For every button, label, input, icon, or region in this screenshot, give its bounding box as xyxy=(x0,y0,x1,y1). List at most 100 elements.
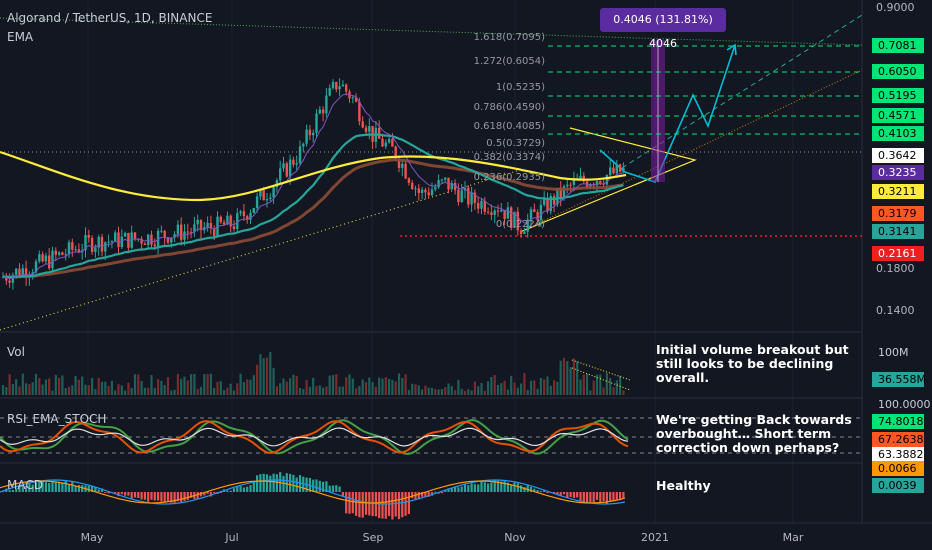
macd-histogram-bar xyxy=(576,492,579,498)
candle-body xyxy=(160,230,163,232)
candle-body xyxy=(236,213,239,230)
macd-histogram-bar xyxy=(440,492,443,494)
candle-body xyxy=(387,138,391,143)
ema-indicator-label[interactable]: EMA xyxy=(7,30,34,44)
macd-histogram-bar xyxy=(11,489,14,492)
price-badge: 0.4571 xyxy=(872,108,924,123)
candle-body xyxy=(107,241,110,243)
macd-histogram-bar xyxy=(411,492,414,499)
volume-bar xyxy=(31,382,34,395)
volume-bar xyxy=(64,388,67,395)
fib-label: 1(0.5235) xyxy=(496,82,545,93)
candle-body xyxy=(361,121,364,128)
macd-histogram-bar xyxy=(153,492,156,501)
volume-bar xyxy=(67,386,71,395)
macd-histogram-bar xyxy=(487,483,490,492)
volume-bar xyxy=(335,374,338,395)
macd-histogram-bar xyxy=(173,492,176,503)
macd-histogram-bar xyxy=(232,488,236,492)
volume-bar xyxy=(506,389,509,395)
macd-badge: 0.0039 xyxy=(872,478,924,493)
volume-bar xyxy=(374,386,377,395)
candle-body xyxy=(189,231,193,233)
macd-histogram-bar xyxy=(236,485,239,492)
macd-histogram-bar xyxy=(133,492,137,498)
candle-body xyxy=(87,235,90,238)
time-axis-label: Jul xyxy=(224,531,238,544)
volume-bar xyxy=(120,385,123,395)
macd-histogram-bar xyxy=(143,492,146,500)
macd-histogram-bar xyxy=(582,492,585,502)
candle-body xyxy=(71,242,74,250)
volume-bar xyxy=(196,388,199,395)
candle-body xyxy=(411,182,414,190)
candle-body xyxy=(315,113,318,133)
candle-body xyxy=(21,268,24,277)
rsi-pane-label[interactable]: RSI_EMA_STOCH xyxy=(7,412,107,426)
candle-body xyxy=(513,211,516,228)
candle-body xyxy=(506,207,510,219)
volume-bar xyxy=(256,364,259,395)
volume-annotation-line: still looks to be declining xyxy=(656,356,834,371)
candle-body xyxy=(516,211,519,231)
volume-bar xyxy=(619,375,622,395)
macd-histogram-bar xyxy=(526,485,529,492)
volume-bar xyxy=(562,357,566,395)
candle-body xyxy=(335,82,338,90)
candle-body xyxy=(572,178,576,185)
candle-body xyxy=(434,187,437,190)
volume-bar xyxy=(170,390,173,395)
macd-annotation[interactable]: Healthy xyxy=(656,479,711,493)
candle-body xyxy=(288,159,292,177)
volume-bar xyxy=(140,380,143,395)
macd-histogram-bar xyxy=(21,487,24,492)
rsi-annotation[interactable]: We're getting Back towards overbought… S… xyxy=(656,413,852,455)
volume-bar xyxy=(391,379,394,395)
volume-bar xyxy=(556,381,559,395)
volume-bar xyxy=(371,382,374,395)
candle-body xyxy=(219,216,222,223)
macd-histogram-bar xyxy=(58,481,61,492)
macd-histogram-bar xyxy=(496,480,500,492)
candle-body xyxy=(166,237,170,243)
volume-bar xyxy=(427,387,430,395)
candle-body xyxy=(500,209,503,212)
volume-bar xyxy=(265,357,269,395)
volume-bar xyxy=(586,374,589,395)
volume-bar xyxy=(117,384,120,395)
candle-body xyxy=(345,84,348,92)
volume-pane-label[interactable]: Vol xyxy=(7,345,25,359)
macd-histogram-bar xyxy=(338,486,341,492)
volume-annotation[interactable]: Initial volume breakout but still looks … xyxy=(656,343,849,385)
volume-bar xyxy=(457,379,460,395)
macd-histogram-bar xyxy=(559,492,562,497)
macd-histogram-bar xyxy=(457,487,460,492)
macd-histogram-bar xyxy=(384,492,387,519)
fib-label: 1.618(0.7095) xyxy=(474,32,546,43)
rsi-line xyxy=(0,427,629,447)
macd-pane-label[interactable]: MACD xyxy=(7,478,43,492)
candle-body xyxy=(351,97,354,99)
candle-body xyxy=(595,181,599,186)
candle-body xyxy=(265,198,269,201)
volume-bar xyxy=(381,378,384,395)
volume-bar xyxy=(15,379,18,395)
symbol-title: Algorand / TetherUS, 1D, BINANCE xyxy=(7,11,213,25)
macd-histogram-bar xyxy=(543,489,546,492)
candle-body xyxy=(381,138,384,147)
price-axis-tick: 0.1400 xyxy=(876,304,915,317)
volume-bar xyxy=(150,375,153,395)
candle-body xyxy=(430,189,434,196)
candle-body xyxy=(539,204,543,221)
candle-body xyxy=(44,255,48,262)
measure-box[interactable]: 0.4046 (131.81%) 4046 xyxy=(600,8,726,50)
volume-bar xyxy=(361,379,364,395)
volume-bar xyxy=(345,377,348,395)
volume-bar xyxy=(44,379,47,395)
macd-histogram-bar xyxy=(8,490,11,492)
volume-bar xyxy=(421,389,424,395)
macd-histogram-bar xyxy=(127,492,130,496)
candle-body xyxy=(562,186,566,198)
candle-body xyxy=(401,163,404,169)
